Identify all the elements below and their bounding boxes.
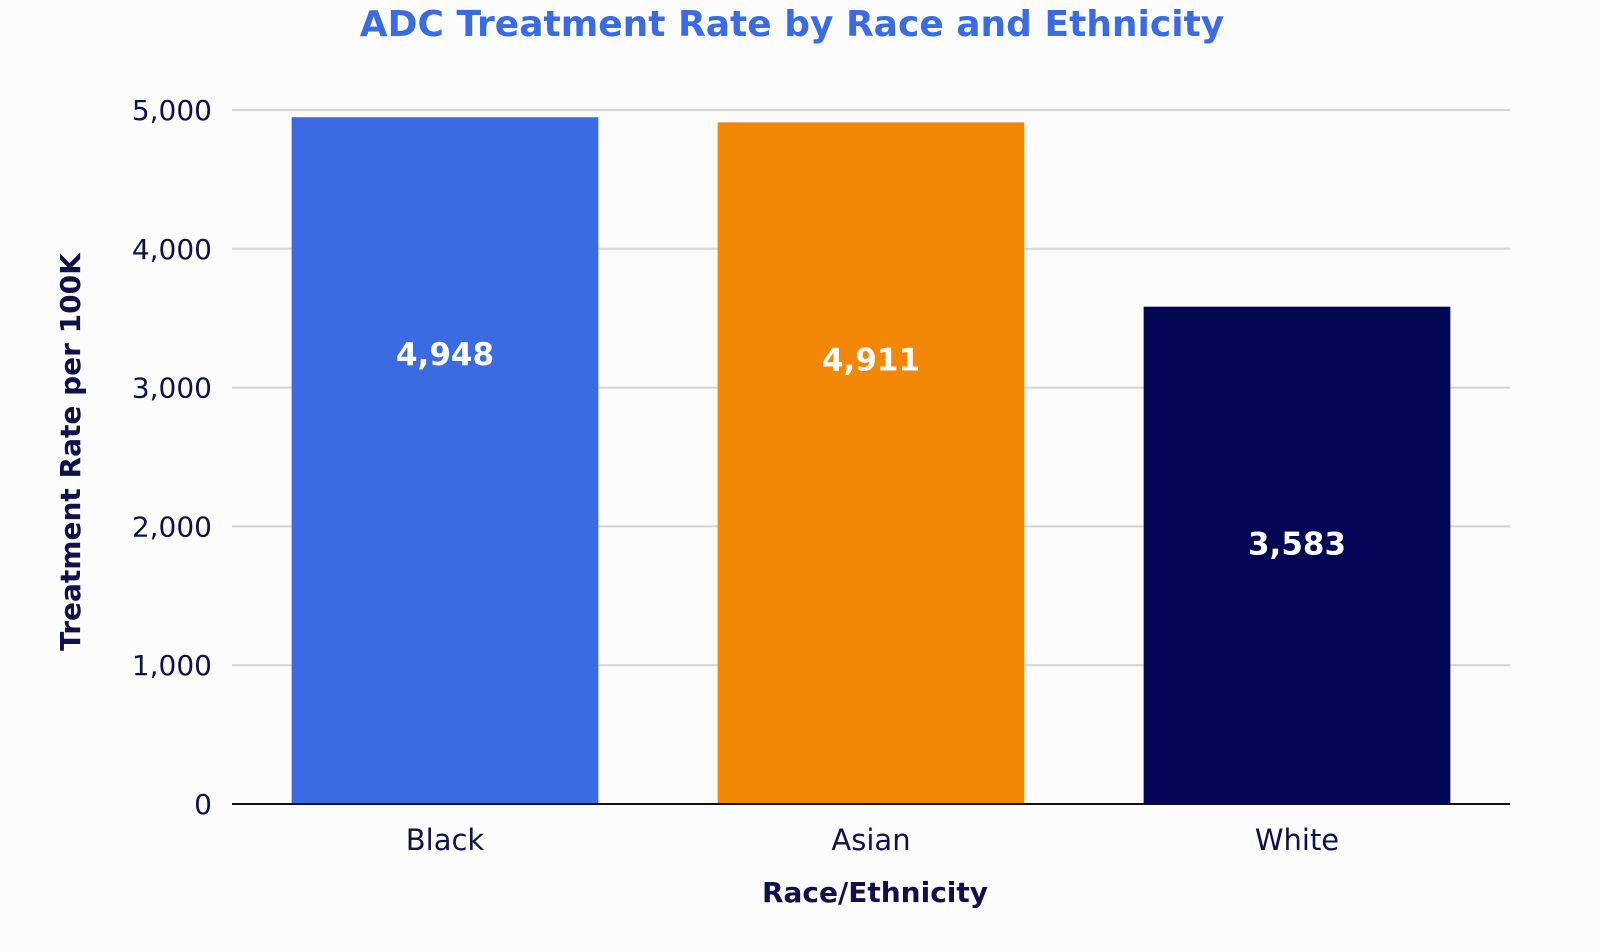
x-tick-label: Black	[406, 823, 485, 857]
y-tick-label: 0	[194, 788, 212, 821]
bars: 4,948 4,911 3,583	[291, 117, 1451, 805]
x-tick-label: Asian	[831, 823, 910, 857]
chart-title: ADC Treatment Rate by Race and Ethnicity	[360, 4, 1225, 45]
y-axis-ticks: 0 1,000 2,000 3,000 4,000 5,000	[132, 94, 212, 821]
data-label: 4,911	[822, 342, 920, 378]
data-label: 4,948	[396, 337, 494, 373]
bar-asian	[717, 122, 1025, 804]
x-axis-label: Race/Ethnicity	[762, 876, 988, 909]
data-label: 3,583	[1248, 527, 1346, 563]
y-tick-label: 3,000	[132, 372, 212, 405]
y-tick-label: 4,000	[132, 233, 212, 266]
x-tick-label: White	[1255, 823, 1339, 857]
y-tick-label: 5,000	[132, 94, 212, 127]
x-axis-ticks: Black Asian White	[406, 823, 1339, 857]
y-axis-label: Treatment Rate per 100K	[54, 252, 87, 651]
bar-black	[291, 117, 599, 805]
y-tick-label: 1,000	[132, 649, 212, 682]
bar-white	[1143, 306, 1451, 804]
y-tick-label: 2,000	[132, 510, 212, 543]
